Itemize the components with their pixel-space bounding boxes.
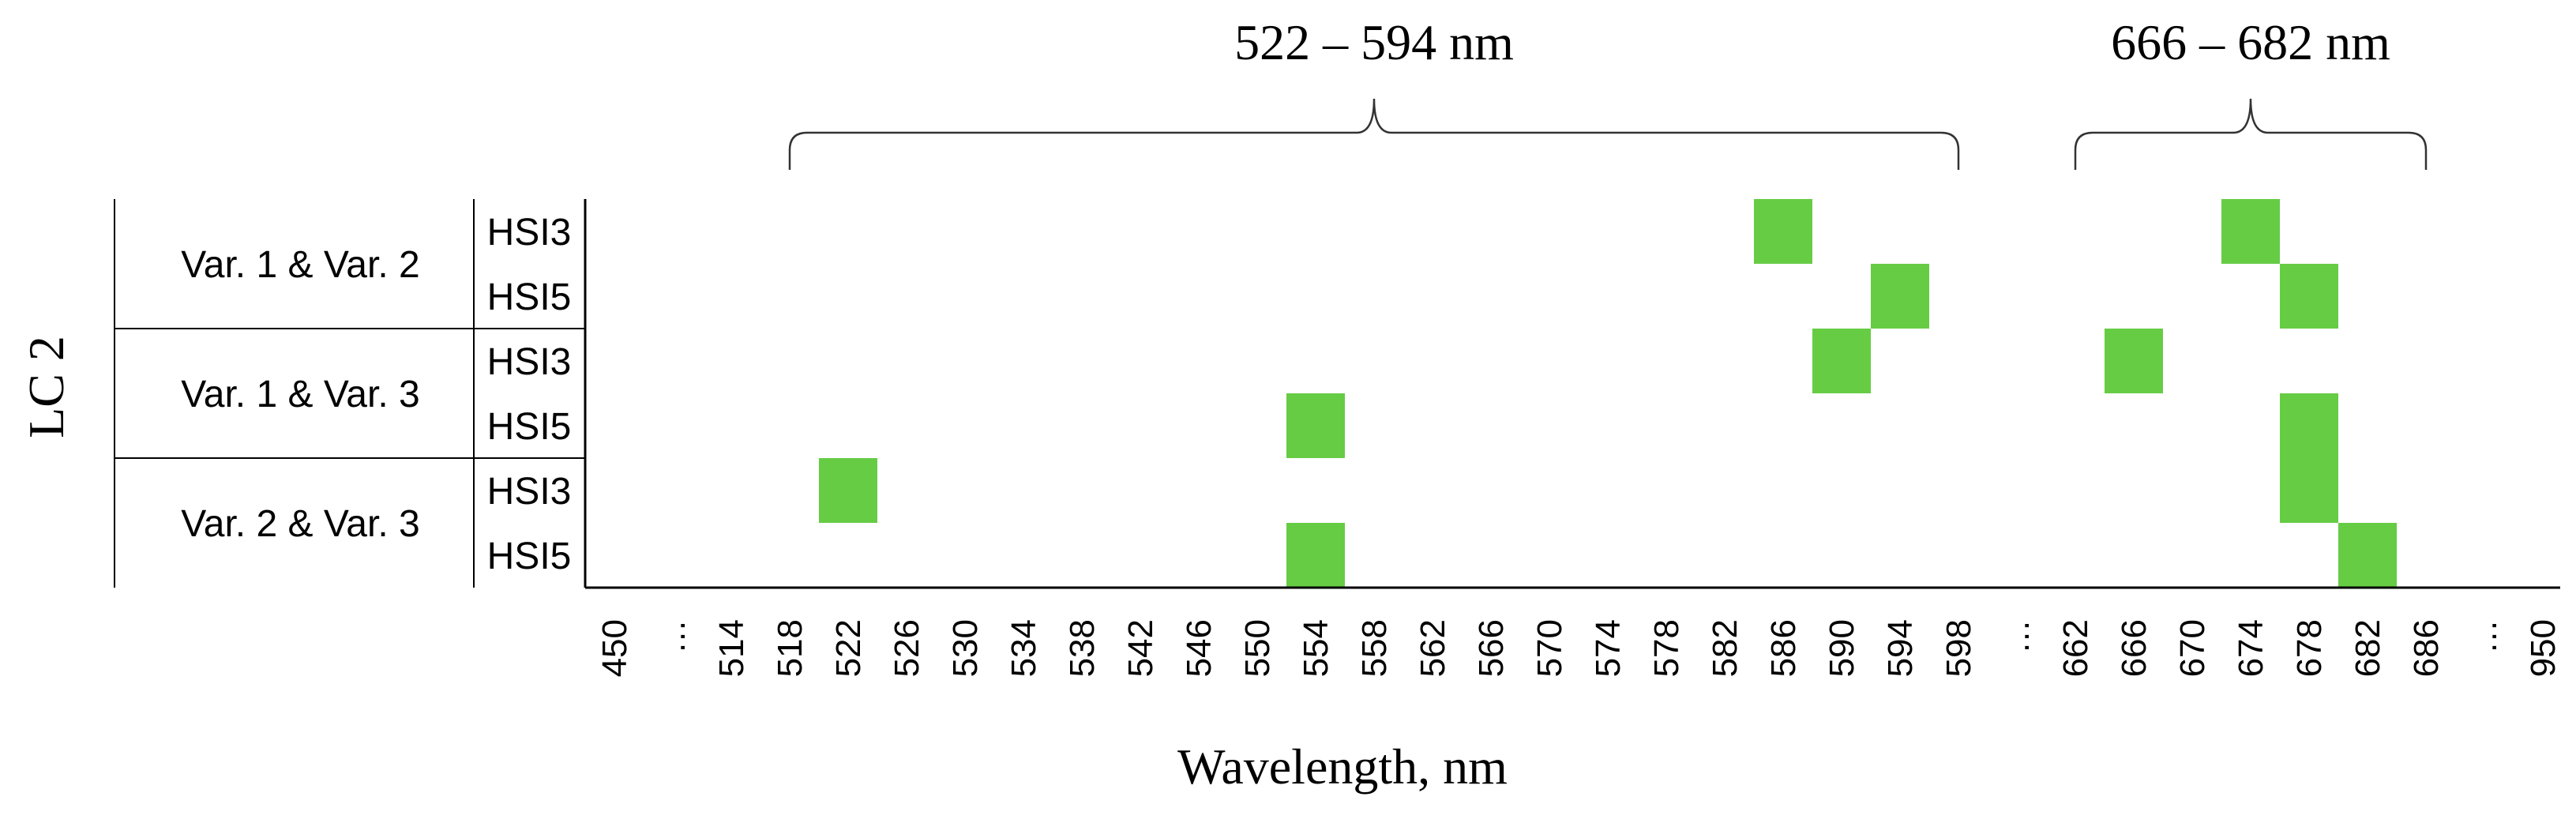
- x-tick-label: 538: [1063, 619, 1102, 677]
- x-tick-label: 662: [2056, 619, 2095, 677]
- selected-cell: [1754, 199, 1812, 264]
- row-label: HSI3: [487, 471, 572, 513]
- row-label: HSI5: [487, 536, 572, 577]
- x-tick-label: 590: [1823, 619, 1861, 677]
- selected-cell: [1812, 329, 1871, 393]
- x-tick-label: 514: [712, 619, 751, 677]
- x-tick-label: 950: [2524, 619, 2563, 677]
- x-tick-label: 574: [1589, 619, 1628, 677]
- x-tick-label: 582: [1706, 619, 1744, 677]
- selected-cell: [1286, 393, 1345, 458]
- x-tick-label: 594: [1881, 619, 1920, 677]
- group-label: Var. 2 & Var. 3: [181, 503, 419, 545]
- x-tick-label: 542: [1121, 619, 1160, 677]
- row-label: HSI3: [487, 212, 572, 254]
- row-label: HSI5: [487, 276, 572, 318]
- selected-cell: [2280, 393, 2338, 458]
- x-tick-label: 682: [2349, 619, 2387, 677]
- row-label: HSI3: [487, 341, 572, 383]
- selected-cells: [819, 199, 2397, 588]
- x-tick-label: 678: [2290, 619, 2329, 677]
- selected-cell: [2221, 199, 2280, 264]
- x-tick-label: …: [1998, 619, 2037, 654]
- group-label: Var. 1 & Var. 2: [181, 244, 419, 286]
- x-tick-label: 570: [1530, 619, 1569, 677]
- x-tick-label: 550: [1238, 619, 1277, 677]
- x-tick-label: 530: [946, 619, 985, 677]
- x-tick-label: 666: [2115, 619, 2154, 677]
- range-braces: 522 – 594 nm 666 – 682 nm: [788, 14, 2428, 170]
- y-axis-label: LC 2: [18, 336, 74, 438]
- x-tick-label: 554: [1297, 619, 1335, 677]
- x-tick-label: 546: [1180, 619, 1219, 677]
- range-label: 666 – 682 nm: [2111, 14, 2390, 70]
- range-brace: [788, 98, 1960, 170]
- x-tick-label: 686: [2407, 619, 2446, 677]
- selected-cell: [1286, 523, 1345, 588]
- group-label: Var. 1 & Var. 3: [181, 374, 419, 415]
- range-label: 522 – 594 nm: [1234, 14, 1514, 70]
- range-brace: [2074, 98, 2428, 170]
- x-tick-label: 586: [1764, 619, 1803, 677]
- axes: [584, 199, 2560, 589]
- x-tick-label: …: [654, 619, 693, 654]
- selected-cell: [819, 458, 877, 523]
- selected-cell: [1871, 264, 1929, 329]
- x-tick-label: 518: [771, 619, 809, 677]
- x-tick-label: 526: [888, 619, 926, 677]
- x-tick-label: 670: [2173, 619, 2212, 677]
- x-tick-label: 558: [1355, 619, 1394, 677]
- selected-cell: [2105, 329, 2163, 393]
- selected-cell: [2338, 523, 2397, 588]
- x-tick-label: 578: [1647, 619, 1686, 677]
- x-tick-label: 450: [595, 619, 634, 677]
- x-tick-labels: 450 … 514 518 522 526 530 534 538 542 546 550 554 558…: [595, 619, 2563, 677]
- x-tick-label: 598: [1940, 619, 1978, 677]
- row-label-table: Var. 1 & Var. 2 HSI3 HSI5 Var. 1 & Var. 3 HS…: [114, 199, 585, 588]
- x-tick-label: …: [2465, 619, 2504, 654]
- x-tick-label: 534: [1004, 619, 1043, 677]
- selected-cell: [2280, 458, 2338, 523]
- x-tick-label: 566: [1472, 619, 1511, 677]
- x-tick-label: 562: [1414, 619, 1452, 677]
- x-tick-label: 522: [829, 619, 868, 677]
- selected-cell: [2280, 264, 2338, 329]
- row-label: HSI5: [487, 406, 572, 448]
- x-tick-label: 674: [2232, 619, 2270, 677]
- x-axis-label: Wavelength, nm: [1177, 738, 1508, 795]
